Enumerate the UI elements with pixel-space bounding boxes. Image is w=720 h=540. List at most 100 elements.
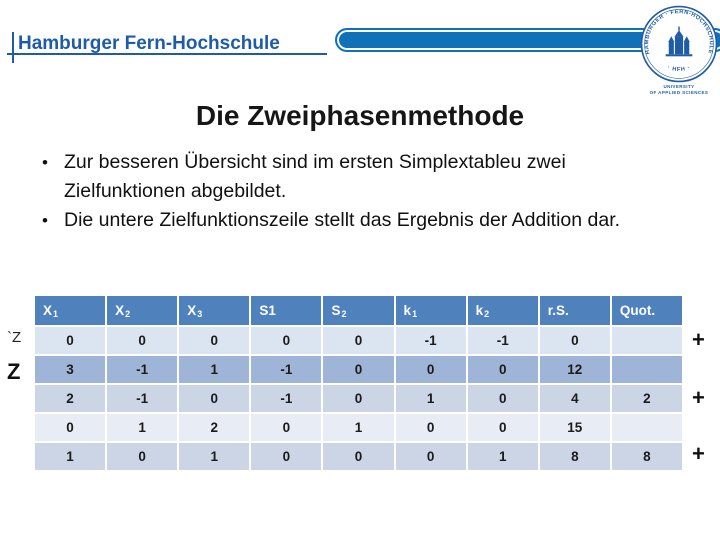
table-cell: 0 xyxy=(251,327,322,354)
table-cell: -1 xyxy=(107,385,178,412)
table-cell: 0 xyxy=(107,327,178,354)
table-cell: 0 xyxy=(395,443,466,470)
table-cell: 1 xyxy=(179,356,250,383)
column-header-label: k xyxy=(403,303,412,318)
column-header-label: Quot. xyxy=(619,303,656,318)
table-cell: 8 xyxy=(611,443,682,470)
table-cell: 0 xyxy=(323,327,394,354)
column-header-label: S1 xyxy=(259,303,276,318)
brand-horizontal-rule xyxy=(7,53,327,55)
bullet-item: Zur besseren Übersicht sind im ersten Si… xyxy=(40,148,650,206)
column-header-subscript: 1 xyxy=(53,308,59,319)
column-header: r.S. xyxy=(539,296,610,325)
table-row: 3 -1 1 -1 0 0 0 12 xyxy=(35,356,682,383)
table-cell: 15 xyxy=(539,414,610,441)
table-cell: 0 xyxy=(323,443,394,470)
column-header: S1 xyxy=(251,296,322,325)
column-header-subscript: 1 xyxy=(412,308,418,319)
logo-subtitle: UNIVERSITY OF APPLIED SCIENCES xyxy=(638,84,720,96)
table-row: 2 -1 0 -1 0 1 0 4 2 xyxy=(35,385,682,412)
table-cell xyxy=(611,327,682,354)
bullet-text: Zur besseren Übersicht sind im ersten Si… xyxy=(64,151,566,202)
table-cell: 1 xyxy=(395,385,466,412)
bullet-item: Die untere Zielfunktionszeile stellt das… xyxy=(40,206,650,235)
table-cell: 2 xyxy=(179,414,250,441)
table-cell: 1 xyxy=(323,414,394,441)
table-cell: 0 xyxy=(251,414,322,441)
column-header-label: r.S. xyxy=(547,303,569,318)
table-row: 1 0 1 0 0 0 1 8 8 xyxy=(35,443,682,470)
table-cell: 0 xyxy=(395,356,466,383)
column-header-label: X xyxy=(43,303,53,318)
table-cell: 1 xyxy=(35,443,106,470)
table-cell: -1 xyxy=(395,327,466,354)
table-cell: 1 xyxy=(179,443,250,470)
table-cell: 0 xyxy=(323,356,394,383)
castle-icon xyxy=(665,26,693,57)
table-cell: 8 xyxy=(539,443,610,470)
column-header-label: X xyxy=(115,303,125,318)
table-cell xyxy=(611,414,682,441)
table-cell: 1 xyxy=(467,443,538,470)
hfh-seal-logo: HAMBURGER · FERN-HOCHSCHULE · HFH · xyxy=(640,5,718,83)
logo-subtitle-line2: OF APPLIED SCIENCES xyxy=(649,90,709,95)
plus-annotation: + xyxy=(692,327,705,352)
table-cell: 0 xyxy=(467,385,538,412)
table-cell: 0 xyxy=(179,385,250,412)
table-cell: -1 xyxy=(467,327,538,354)
column-header-label: k xyxy=(475,303,484,318)
row-label-z: Z xyxy=(7,359,21,384)
table-cell: 4 xyxy=(539,385,610,412)
hfh-seal-svg: HAMBURGER · FERN-HOCHSCHULE · HFH · xyxy=(640,5,718,83)
table-cell: 0 xyxy=(467,414,538,441)
column-header-label: S xyxy=(331,303,341,318)
bullet-list: Zur besseren Übersicht sind im ersten Si… xyxy=(40,148,650,235)
plus-annotation: + xyxy=(692,441,705,466)
brand-wordmark: Hamburger Fern-Hochschule xyxy=(18,33,280,54)
table-cell: 3 xyxy=(35,356,106,383)
seal-bottom-text: · HFH · xyxy=(666,65,690,73)
column-header-subscript: 3 xyxy=(197,308,203,319)
bullet-text: Die untere Zielfunktionszeile stellt das… xyxy=(64,209,621,231)
table-cell: 0 xyxy=(467,356,538,383)
brand-vertical-rule xyxy=(12,32,14,63)
table-cell: 0 xyxy=(395,414,466,441)
logo-subtitle-line1: UNIVERSITY xyxy=(663,84,695,89)
plus-annotation: + xyxy=(692,385,705,410)
table-cell: 2 xyxy=(35,385,106,412)
row-label-z-aux: `Z xyxy=(7,329,22,346)
column-header-subscript: 2 xyxy=(484,308,490,319)
column-header-subscript: 2 xyxy=(341,308,347,319)
table-cell: 0 xyxy=(179,327,250,354)
table-cell: 0 xyxy=(251,443,322,470)
table-cell: 0 xyxy=(35,327,106,354)
table-cell xyxy=(611,356,682,383)
seal-inner-ring xyxy=(644,9,714,79)
table-cell: 0 xyxy=(539,327,610,354)
table-row: 0 1 2 0 1 0 0 15 xyxy=(35,414,682,441)
table-cell: -1 xyxy=(251,356,322,383)
column-header-label: X xyxy=(187,303,197,318)
table-cell: -1 xyxy=(251,385,322,412)
table-cell: 2 xyxy=(611,385,682,412)
table-cell: -1 xyxy=(107,356,178,383)
table-cell: 12 xyxy=(539,356,610,383)
slide-title: Die Zweiphasenmethode xyxy=(195,100,525,131)
table-cell: 0 xyxy=(323,385,394,412)
table-row: 0 0 0 0 0 -1 -1 0 xyxy=(35,327,682,354)
svg-text:· HFH ·: · HFH · xyxy=(666,65,691,73)
column-header-subscript: 2 xyxy=(125,308,131,319)
table-cell: 0 xyxy=(107,443,178,470)
table-cell: 1 xyxy=(107,414,178,441)
table-cell: 0 xyxy=(35,414,106,441)
column-header: Quot. xyxy=(611,296,682,325)
